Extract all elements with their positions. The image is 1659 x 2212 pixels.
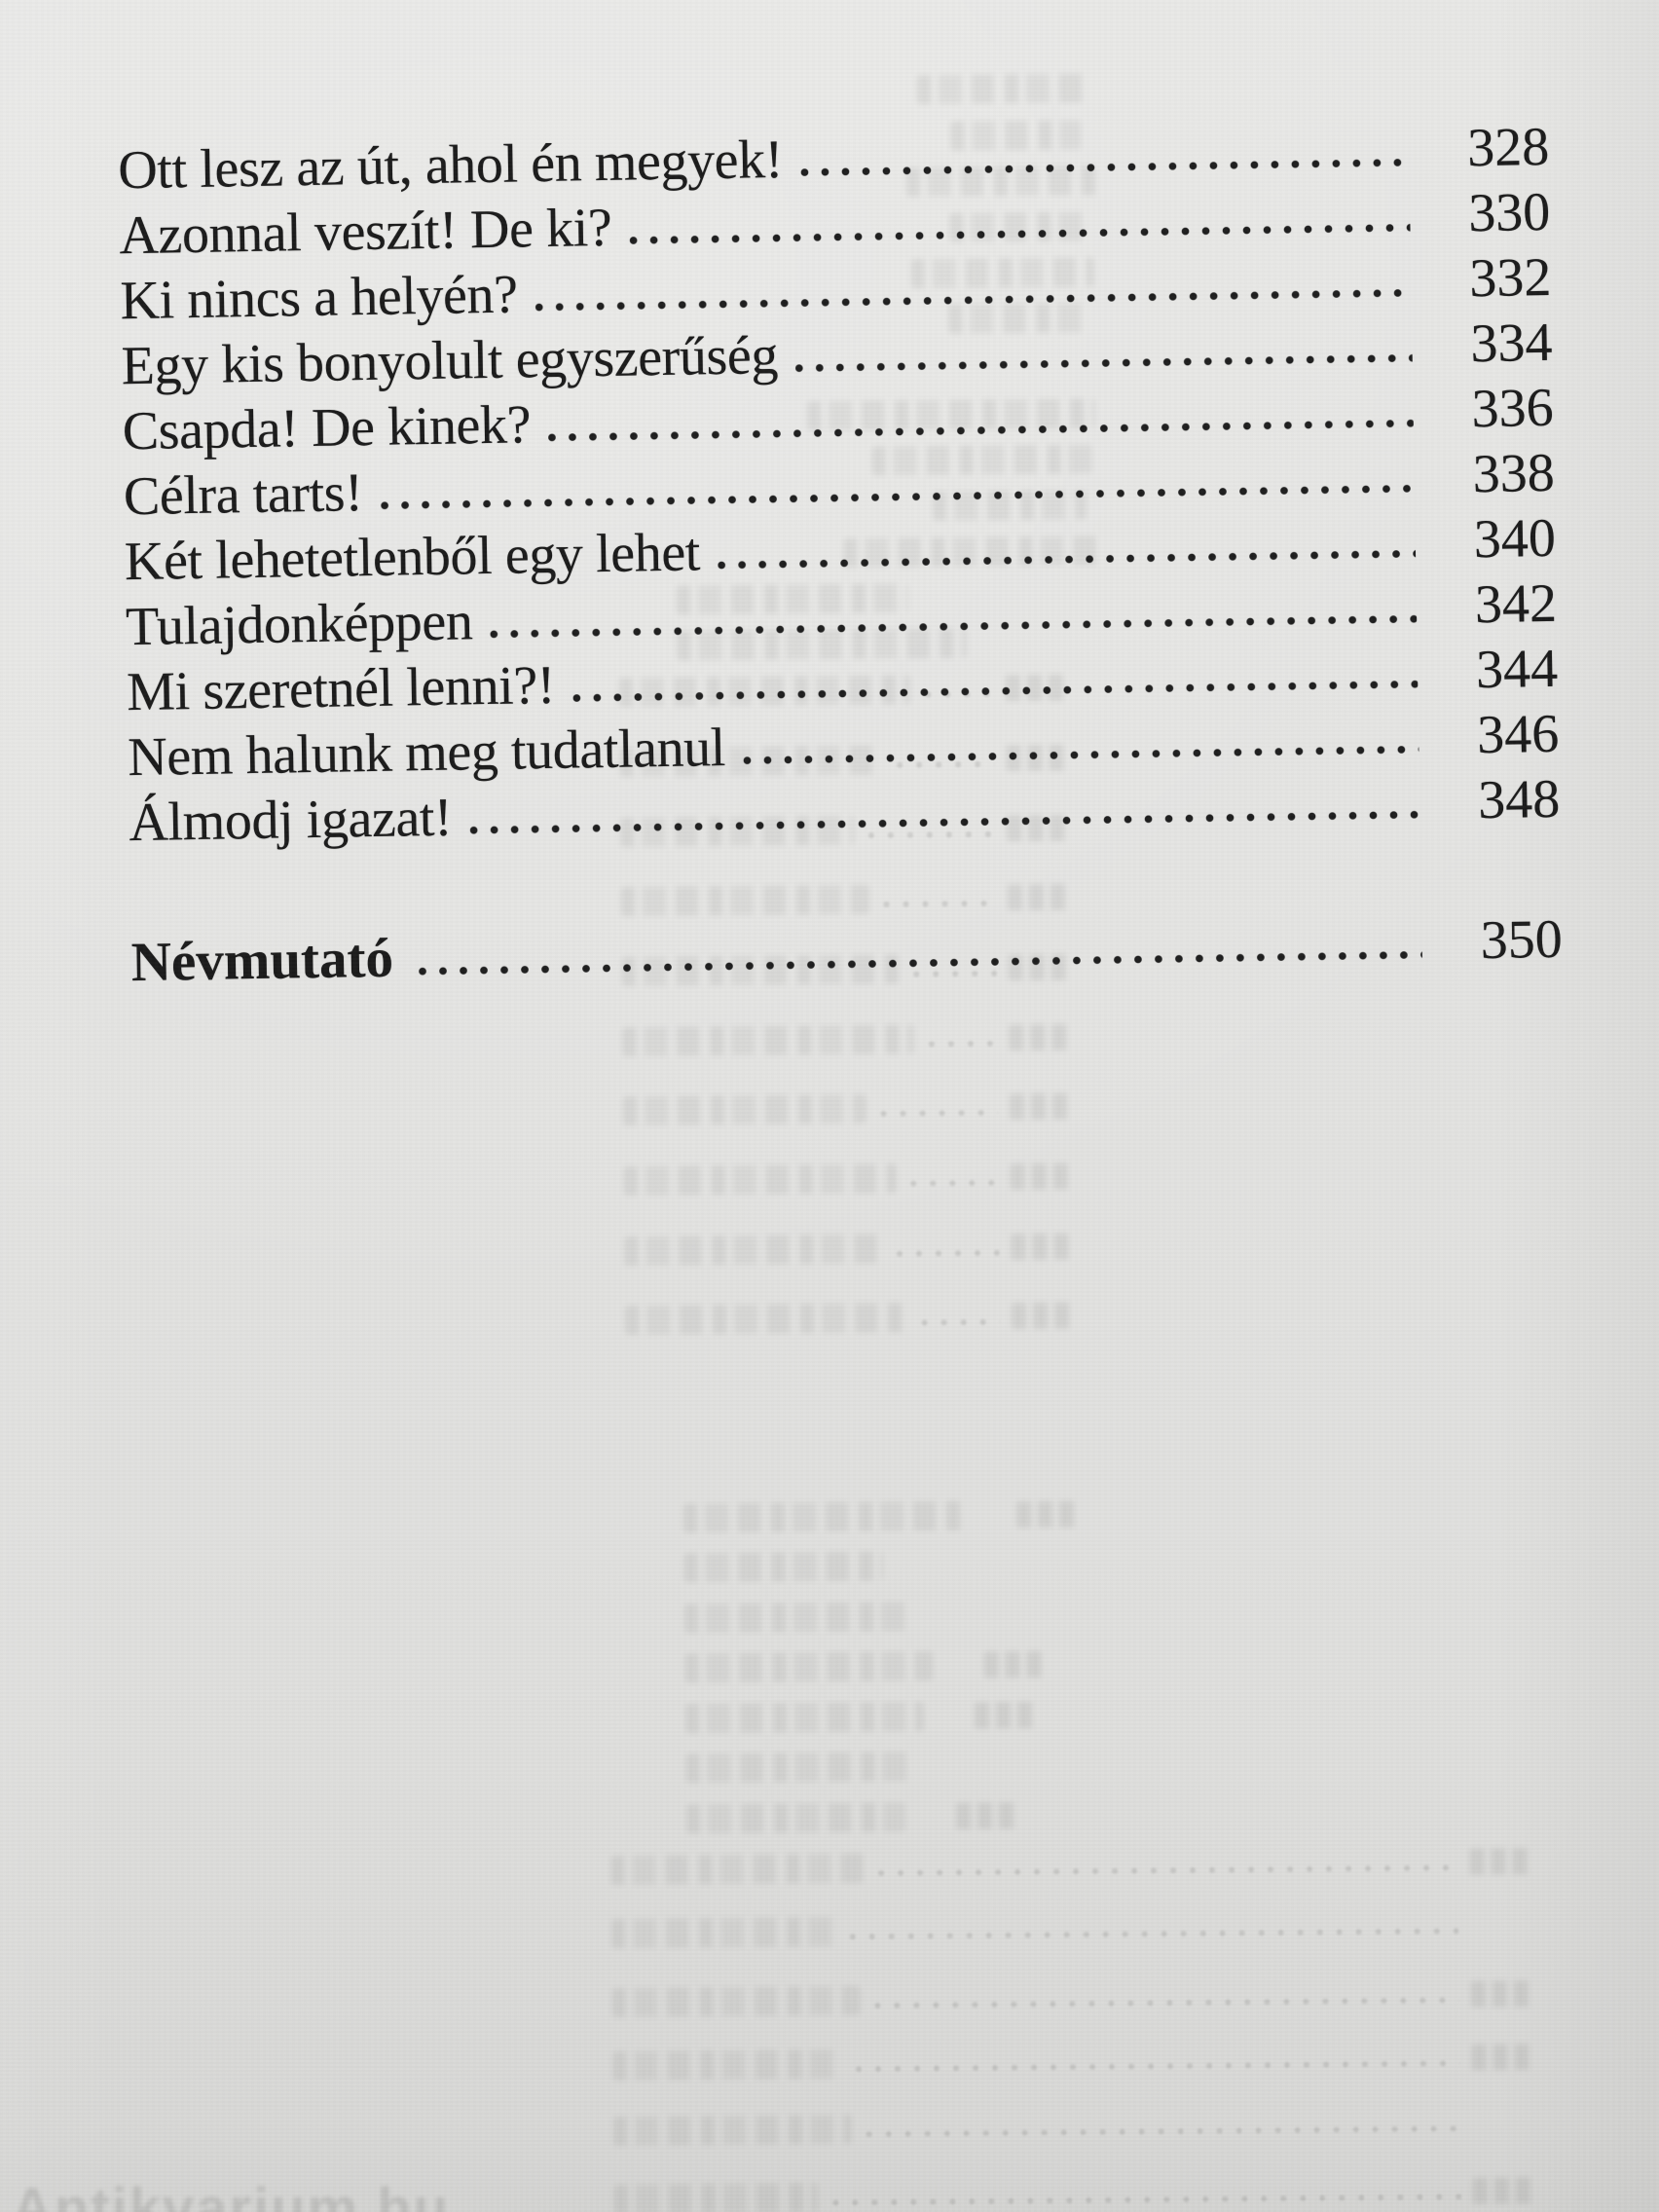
ghost-showthrough-line	[0, 0, 1648, 708]
ghost-showthrough-line	[0, 0, 1648, 1583]
toc-entry-title: Névmutató	[130, 927, 394, 994]
toc-entry-page-number: 342	[1474, 572, 1558, 636]
ghost-showthrough-line	[0, 0, 1648, 1126]
ghost-showthrough-line	[0, 0, 1648, 242]
dotted-leader	[419, 950, 1422, 977]
ghost-showthrough-line	[0, 0, 1648, 198]
ghost-showthrough-line	[0, 0, 1648, 105]
toc-entry-title: Ki nincs a helyén?	[120, 264, 519, 332]
toc-entry-page-number: 334	[1469, 312, 1553, 375]
ghost-showthrough-line	[0, 0, 1648, 476]
ghost-showthrough-line	[0, 0, 1648, 521]
toc-entry-page-number: 330	[1467, 181, 1551, 244]
toc-entry-title: Álmodj igazat!	[128, 787, 453, 854]
dotted-leader	[743, 745, 1419, 765]
ghost-showthrough-line	[0, 0, 1648, 917]
ghost-showthrough-line	[0, 0, 1648, 151]
ghost-showthrough-line	[0, 0, 1648, 1834]
toc-entry-page-number: 350	[1480, 908, 1564, 972]
dotted-leader	[800, 158, 1410, 177]
ghost-showthrough-line	[0, 0, 1648, 1634]
toc-entry-row-index: Névmutató 350	[130, 906, 1563, 996]
dotted-leader	[629, 223, 1411, 245]
ghost-showthrough-line	[0, 0, 1648, 615]
ghost-showthrough-line	[0, 0, 1648, 289]
toc-entry-page-number: 336	[1471, 377, 1555, 440]
toc-entry-page-number: 346	[1476, 703, 1560, 766]
ghost-showthrough-line	[0, 0, 1648, 1683]
toc-list: Ott lesz az út, ahol én megyek! 328 Azonna…	[118, 115, 1561, 856]
ghost-showthrough-line	[0, 0, 1648, 334]
toc-entry-title: Csapda! De kinek?	[122, 394, 532, 462]
dotted-leader	[469, 810, 1420, 835]
ghost-showthrough-line	[0, 0, 1648, 2018]
dotted-leader	[572, 680, 1419, 703]
ghost-showthrough-line	[0, 0, 1648, 431]
ghost-showthrough-line	[0, 0, 1648, 1197]
toc-entry-page-number: 348	[1477, 768, 1561, 831]
toc-entry-page-number: 338	[1472, 442, 1556, 505]
toc-entry-title: Tulajdonképpen	[125, 591, 473, 658]
antikvarium-watermark: Antikvarium.hu	[12, 2177, 451, 2212]
ghost-showthrough-line	[0, 0, 1648, 1784]
toc-entry-title: Egy kis bonyolult egyszerűség	[121, 325, 779, 397]
dotted-leader	[535, 288, 1412, 313]
table-of-contents: Ott lesz az út, ahol én megyek! 328 Azonna…	[118, 115, 1563, 996]
ghost-showthrough-line	[0, 0, 1648, 1533]
ghost-showthrough-line	[0, 0, 1648, 1336]
ghost-showthrough-line	[0, 0, 1648, 2147]
ghost-showthrough-line	[0, 0, 1648, 661]
ghost-showthrough-line	[0, 0, 1648, 987]
toc-entry-title: Célra tarts!	[123, 462, 363, 528]
toc-entry-page-number: 344	[1475, 638, 1559, 701]
ghost-showthrough-line	[0, 0, 1648, 1267]
toc-entry-title: Nem halunk meg tudatlanul	[127, 717, 726, 789]
ghost-showthrough-line	[0, 0, 1648, 778]
toc-entry-title: Ott lesz az út, ahol én megyek!	[117, 129, 784, 202]
dotted-leader	[795, 353, 1413, 373]
toc-entry-page-number: 328	[1466, 116, 1550, 179]
dotted-leader	[718, 549, 1417, 571]
dotted-leader	[380, 484, 1416, 510]
toc-entry-page-number: 340	[1473, 507, 1557, 571]
ghost-showthrough-line	[0, 0, 1648, 848]
ghost-showthrough-line	[0, 0, 1648, 1057]
ghost-showthrough-line	[0, 0, 1648, 1886]
dotted-leader	[548, 419, 1414, 442]
ghost-showthrough-line	[0, 0, 1648, 2082]
dotted-leader	[490, 614, 1418, 639]
toc-entry-title: Két lehetetlenből egy lehet	[124, 522, 701, 593]
toc-entry-page-number: 332	[1468, 246, 1552, 310]
toc-entry-title: Azonnal veszít! De ki?	[118, 197, 612, 267]
toc-entry-title: Mi szeretnél lenni?!	[126, 654, 556, 723]
ghost-showthrough-line	[0, 0, 1648, 1949]
ghost-showthrough-line	[0, 0, 1648, 1734]
ghost-showthrough-line	[0, 0, 1648, 568]
